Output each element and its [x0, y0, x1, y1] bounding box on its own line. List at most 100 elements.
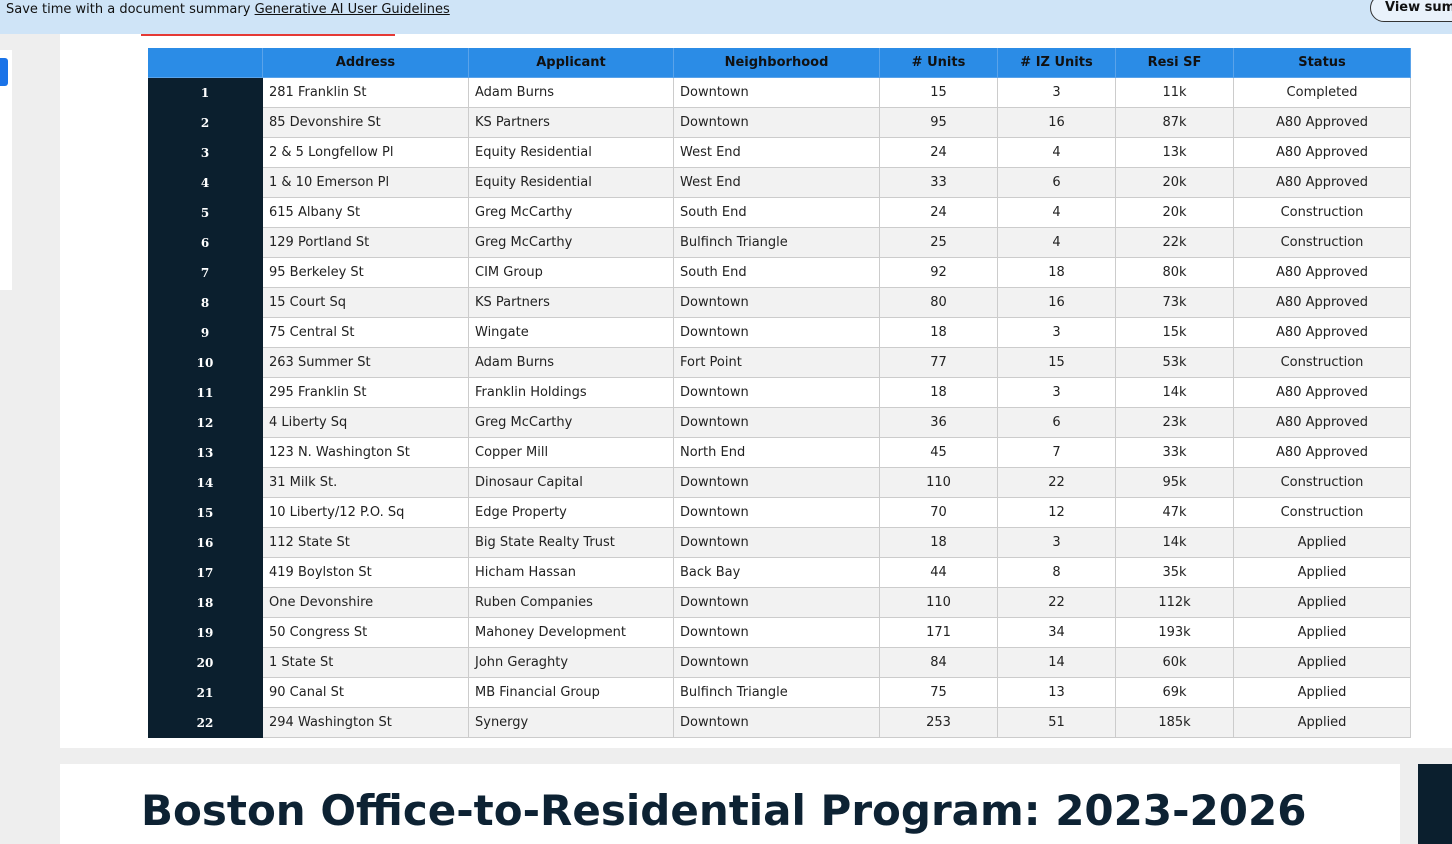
table-cell: 15 Court Sq	[263, 288, 469, 318]
table-cell: Applied	[1234, 708, 1411, 738]
view-summary-button[interactable]: View summ	[1370, 0, 1452, 22]
table-cell: 75 Central St	[263, 318, 469, 348]
table-cell: 3	[998, 378, 1116, 408]
table-cell: Hicham Hassan	[469, 558, 674, 588]
table-cell: Downtown	[674, 408, 880, 438]
table-cell: 15k	[1116, 318, 1234, 348]
table-cell: 1 State St	[263, 648, 469, 678]
table-cell: 4 Liberty Sq	[263, 408, 469, 438]
table-cell: 2 & 5 Longfellow Pl	[263, 138, 469, 168]
table-cell: 18	[880, 318, 998, 348]
table-cell: Adam Burns	[469, 78, 674, 108]
table-cell: KS Partners	[469, 108, 674, 138]
table-cell: Downtown	[674, 618, 880, 648]
table-cell: 85 Devonshire St	[263, 108, 469, 138]
table-cell: 8	[998, 558, 1116, 588]
table-cell: North End	[674, 438, 880, 468]
table-cell: A80 Approved	[1234, 288, 1411, 318]
row-number: 1	[148, 78, 263, 108]
table-cell: 4	[998, 228, 1116, 258]
table-cell: 6	[998, 168, 1116, 198]
table-cell: 20k	[1116, 198, 1234, 228]
row-number: 14	[148, 468, 263, 498]
row-number: 5	[148, 198, 263, 228]
table-cell: Construction	[1234, 348, 1411, 378]
table-cell: 18	[998, 258, 1116, 288]
table-cell: West End	[674, 168, 880, 198]
table-cell: 10 Liberty/12 P.O. Sq	[263, 498, 469, 528]
table-cell: Fort Point	[674, 348, 880, 378]
row-number: 20	[148, 648, 263, 678]
table-cell: Construction	[1234, 498, 1411, 528]
table-cell: Downtown	[674, 468, 880, 498]
table-cell: 193k	[1116, 618, 1234, 648]
image-edge	[1418, 764, 1452, 844]
table-cell: 69k	[1116, 678, 1234, 708]
table-cell: 4	[998, 138, 1116, 168]
row-number: 8	[148, 288, 263, 318]
table-cell: 112 State St	[263, 528, 469, 558]
table-cell: 90 Canal St	[263, 678, 469, 708]
table-cell: A80 Approved	[1234, 168, 1411, 198]
table-cell: 3	[998, 78, 1116, 108]
table-cell: Greg McCarthy	[469, 408, 674, 438]
table-cell: 18	[880, 528, 998, 558]
tool-selected[interactable]	[0, 58, 8, 86]
header-cell: # IZ Units	[998, 48, 1116, 78]
table-cell: Equity Residential	[469, 168, 674, 198]
table-cell: Mahoney Development	[469, 618, 674, 648]
table-cell: Wingate	[469, 318, 674, 348]
table-cell: 16	[998, 288, 1116, 318]
table-cell: Greg McCarthy	[469, 198, 674, 228]
table-cell: One Devonshire	[263, 588, 469, 618]
guidelines-link[interactable]: Generative AI User Guidelines	[254, 2, 450, 17]
table-cell: CIM Group	[469, 258, 674, 288]
row-number: 15	[148, 498, 263, 528]
table-cell: Big State Realty Trust	[469, 528, 674, 558]
table-cell: 36	[880, 408, 998, 438]
table-cell: Applied	[1234, 618, 1411, 648]
table-cell: Franklin Holdings	[469, 378, 674, 408]
table-cell: 253	[880, 708, 998, 738]
table-cell: 6	[998, 408, 1116, 438]
table-cell: 60k	[1116, 648, 1234, 678]
table-cell: 295 Franklin St	[263, 378, 469, 408]
row-number: 10	[148, 348, 263, 378]
banner: Save time with a document summary Genera…	[0, 0, 1452, 34]
row-number: 18	[148, 588, 263, 618]
row-number: 17	[148, 558, 263, 588]
header-cell: Status	[1234, 48, 1411, 78]
row-number: 21	[148, 678, 263, 708]
table-cell: A80 Approved	[1234, 258, 1411, 288]
row-number: 22	[148, 708, 263, 738]
table-cell: 3	[998, 528, 1116, 558]
table-cell: Downtown	[674, 528, 880, 558]
table-cell: 92	[880, 258, 998, 288]
banner-text: Save time with a document summary	[6, 2, 251, 17]
page-title: Boston Office-to-Residential Program: 20…	[141, 786, 1307, 835]
table-cell: 7	[998, 438, 1116, 468]
table-cell: Downtown	[674, 588, 880, 618]
table-cell: Greg McCarthy	[469, 228, 674, 258]
table-cell: 35k	[1116, 558, 1234, 588]
table-cell: 50 Congress St	[263, 618, 469, 648]
table-cell: 1 & 10 Emerson Pl	[263, 168, 469, 198]
table-cell: A80 Approved	[1234, 438, 1411, 468]
table-cell: 4	[998, 198, 1116, 228]
table-cell: 16	[998, 108, 1116, 138]
table-cell: 33k	[1116, 438, 1234, 468]
header-cell: # Units	[880, 48, 998, 78]
table-cell: A80 Approved	[1234, 108, 1411, 138]
table-cell: 22	[998, 588, 1116, 618]
table-cell: 615 Albany St	[263, 198, 469, 228]
table-cell: 123 N. Washington St	[263, 438, 469, 468]
table-cell: 77	[880, 348, 998, 378]
table-cell: 22k	[1116, 228, 1234, 258]
table-cell: 84	[880, 648, 998, 678]
table-cell: 110	[880, 468, 998, 498]
table-cell: 18	[880, 378, 998, 408]
table-cell: 45	[880, 438, 998, 468]
row-number: 4	[148, 168, 263, 198]
page	[60, 764, 1400, 844]
row-number: 16	[148, 528, 263, 558]
